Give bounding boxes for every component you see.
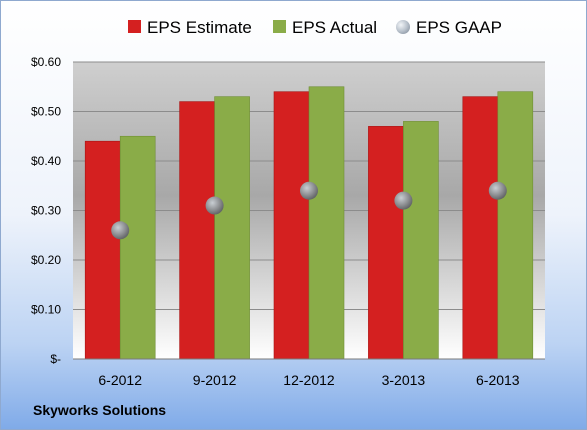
marker-eps-gaap [394,191,413,210]
marker-eps-gaap [488,181,507,200]
bar-eps-actual [403,121,439,360]
company-label: Skyworks Solutions [33,402,166,418]
legend-label-gaap: EPS GAAP [416,18,502,37]
y-tick-label: $0.30 [31,204,61,218]
bar-eps-estimate [179,101,215,360]
legend-label-actual: EPS Actual [292,18,377,37]
y-tick-label: $0.50 [31,105,61,119]
bars [84,86,534,360]
bar-eps-actual [214,96,250,360]
x-tick-label: 6-2012 [98,372,142,388]
x-axis-ticks: 6-2012 9-2012 12-2012 3-2013 6-2013 [98,372,519,388]
bar-eps-estimate [462,96,499,360]
legend-swatch-estimate [128,20,141,33]
bar-eps-actual [119,135,156,360]
gaap-markers [111,181,507,240]
bar-eps-actual [308,86,345,360]
bar-eps-estimate [368,126,404,360]
y-tick-label: $0.10 [31,303,61,317]
y-tick-label: $0.40 [31,154,61,168]
bar-eps-estimate [84,140,121,360]
marker-eps-gaap [300,181,318,200]
x-tick-label: 6-2013 [476,372,520,388]
bar-eps-actual [497,91,534,360]
x-tick-label: 12-2012 [283,372,335,388]
bar-eps-estimate [273,91,310,360]
legend-swatch-gaap [396,20,410,34]
x-tick-label: 3-2013 [382,372,426,388]
legend-swatch-actual [273,20,286,33]
y-tick-label: $0.20 [31,253,61,267]
x-tick-label: 9-2012 [193,372,237,388]
legend: EPS Estimate EPS Actual EPS GAAP [128,18,502,37]
marker-eps-gaap [111,221,130,240]
marker-eps-gaap [205,196,224,215]
legend-label-estimate: EPS Estimate [147,18,252,37]
y-axis-ticks: $- $0.10 $0.20 $0.30 $0.40 $0.50 $0.60 [31,55,61,366]
y-tick-label: $- [50,352,61,366]
y-tick-label: $0.60 [31,55,61,69]
